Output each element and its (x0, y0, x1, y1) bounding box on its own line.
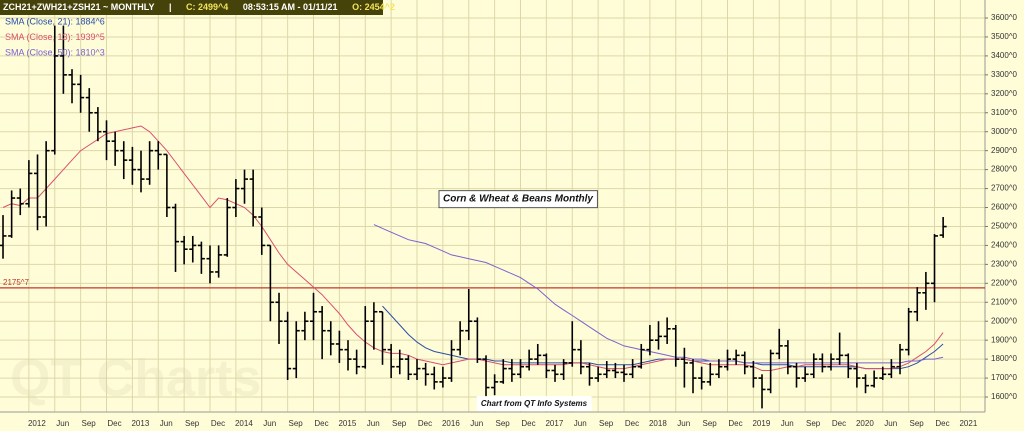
x-tick-label: Sep (703, 419, 718, 428)
y-tick-label: 2200^0 (991, 278, 1018, 287)
separator: | (168, 2, 172, 12)
x-tick-label: Sep (289, 419, 304, 428)
x-tick-label: Jun (56, 419, 69, 428)
y-tick-label: 1800^0 (991, 354, 1018, 363)
y-tick-label: 3000^0 (991, 127, 1018, 136)
y-tick-label: 1900^0 (991, 335, 1018, 344)
x-tick-label: Dec (418, 419, 432, 428)
y-tick-label: 2900^0 (991, 146, 1018, 155)
annotation-box (476, 396, 592, 412)
x-tick-label: 2020 (856, 419, 874, 428)
x-tick-label: Jun (470, 419, 483, 428)
annotation-text: Corn & Wheat & Beans Monthly (443, 194, 593, 205)
x-tick-label: Sep (599, 419, 614, 428)
y-tick-label: 2700^0 (991, 184, 1018, 193)
x-tick-label: Dec (521, 419, 535, 428)
x-tick-label: 2016 (442, 419, 460, 428)
x-tick-label: Jun (160, 419, 173, 428)
x-tick-label: 2015 (338, 419, 356, 428)
y-tick-label: 2100^0 (991, 297, 1018, 306)
x-tick-label: Jun (677, 419, 690, 428)
y-tick-label: 2300^0 (991, 259, 1018, 268)
open-readout: O: 2454^2 (352, 2, 395, 12)
symbol: ZCH21+ZWH21+ZSH21 ~ MONTHLY (3, 2, 155, 12)
y-tick-label: 3100^0 (991, 108, 1018, 117)
x-tick-label: Sep (806, 419, 821, 428)
watermark: QT Charts (10, 350, 261, 408)
x-tick-label: Dec (935, 419, 949, 428)
x-tick-label: Sep (910, 419, 925, 428)
x-tick-label: 2018 (649, 419, 667, 428)
y-tick-label: 1600^0 (991, 392, 1018, 401)
x-tick-label: 2017 (545, 419, 563, 428)
x-tick-label: Sep (496, 419, 511, 428)
y-tick-label: 2000^0 (991, 316, 1018, 325)
y-tick-label: 3200^0 (991, 89, 1018, 98)
annotation: Corn & Wheat & Beans Monthly (438, 190, 598, 209)
x-tick-label: Jun (884, 419, 897, 428)
x-tick-label: Jun (574, 419, 587, 428)
y-tick-label: 2800^0 (991, 165, 1018, 174)
y-tick-label: 3300^0 (991, 70, 1018, 79)
x-tick-label: 2013 (131, 419, 149, 428)
x-tick-label: 2014 (235, 419, 253, 428)
y-tick-label: 2600^0 (991, 203, 1018, 212)
x-tick-label: 2021 (959, 419, 977, 428)
timestamp: 08:53:15 AM - 01/11/21 (242, 2, 338, 12)
x-tick-label: Sep (185, 419, 200, 428)
x-tick-label: Dec (625, 419, 639, 428)
annotation: Chart from QT Info Systems (476, 396, 592, 412)
x-tick-label: Jun (781, 419, 794, 428)
legend-entry: SMA (Close, 50): 1810^3 (5, 47, 105, 57)
y-tick-label: 2500^0 (991, 222, 1018, 231)
annotation-box (438, 190, 598, 209)
y-tick-label: 3600^0 (991, 13, 1018, 22)
x-tick-label: Dec (107, 419, 121, 428)
y-tick-label: 1700^0 (991, 373, 1018, 382)
close-readout: C: 2499^4 (186, 2, 229, 12)
x-tick-label: Jun (367, 419, 380, 428)
reference-label: 2175^7 (3, 278, 30, 287)
sma-line (2, 125, 944, 371)
annotation-text: Chart from QT Info Systems (481, 399, 588, 408)
x-tick-label: Sep (82, 419, 97, 428)
x-tick-label: Sep (392, 419, 407, 428)
x-tick-label: 2019 (752, 419, 770, 428)
x-tick-label: Jun (263, 419, 276, 428)
x-tick-label: 2012 (28, 419, 46, 428)
y-tick-label: 2400^0 (991, 241, 1018, 250)
y-tick-label: 3500^0 (991, 32, 1018, 41)
x-tick-label: Dec (314, 419, 328, 428)
x-tick-label: Dec (728, 419, 742, 428)
x-tick-label: Dec (832, 419, 846, 428)
x-tick-label: Dec (211, 419, 225, 428)
header-bar: ZCH21+ZWH21+ZSH21 ~ MONTHLY | C: 2499^4 … (0, 0, 395, 15)
y-tick-label: 3400^0 (991, 51, 1018, 60)
legend-entry: SMA (Close, 21): 1884^6 (5, 16, 105, 26)
legend-entry: SMA (Close, 13): 1939^5 (5, 32, 105, 42)
